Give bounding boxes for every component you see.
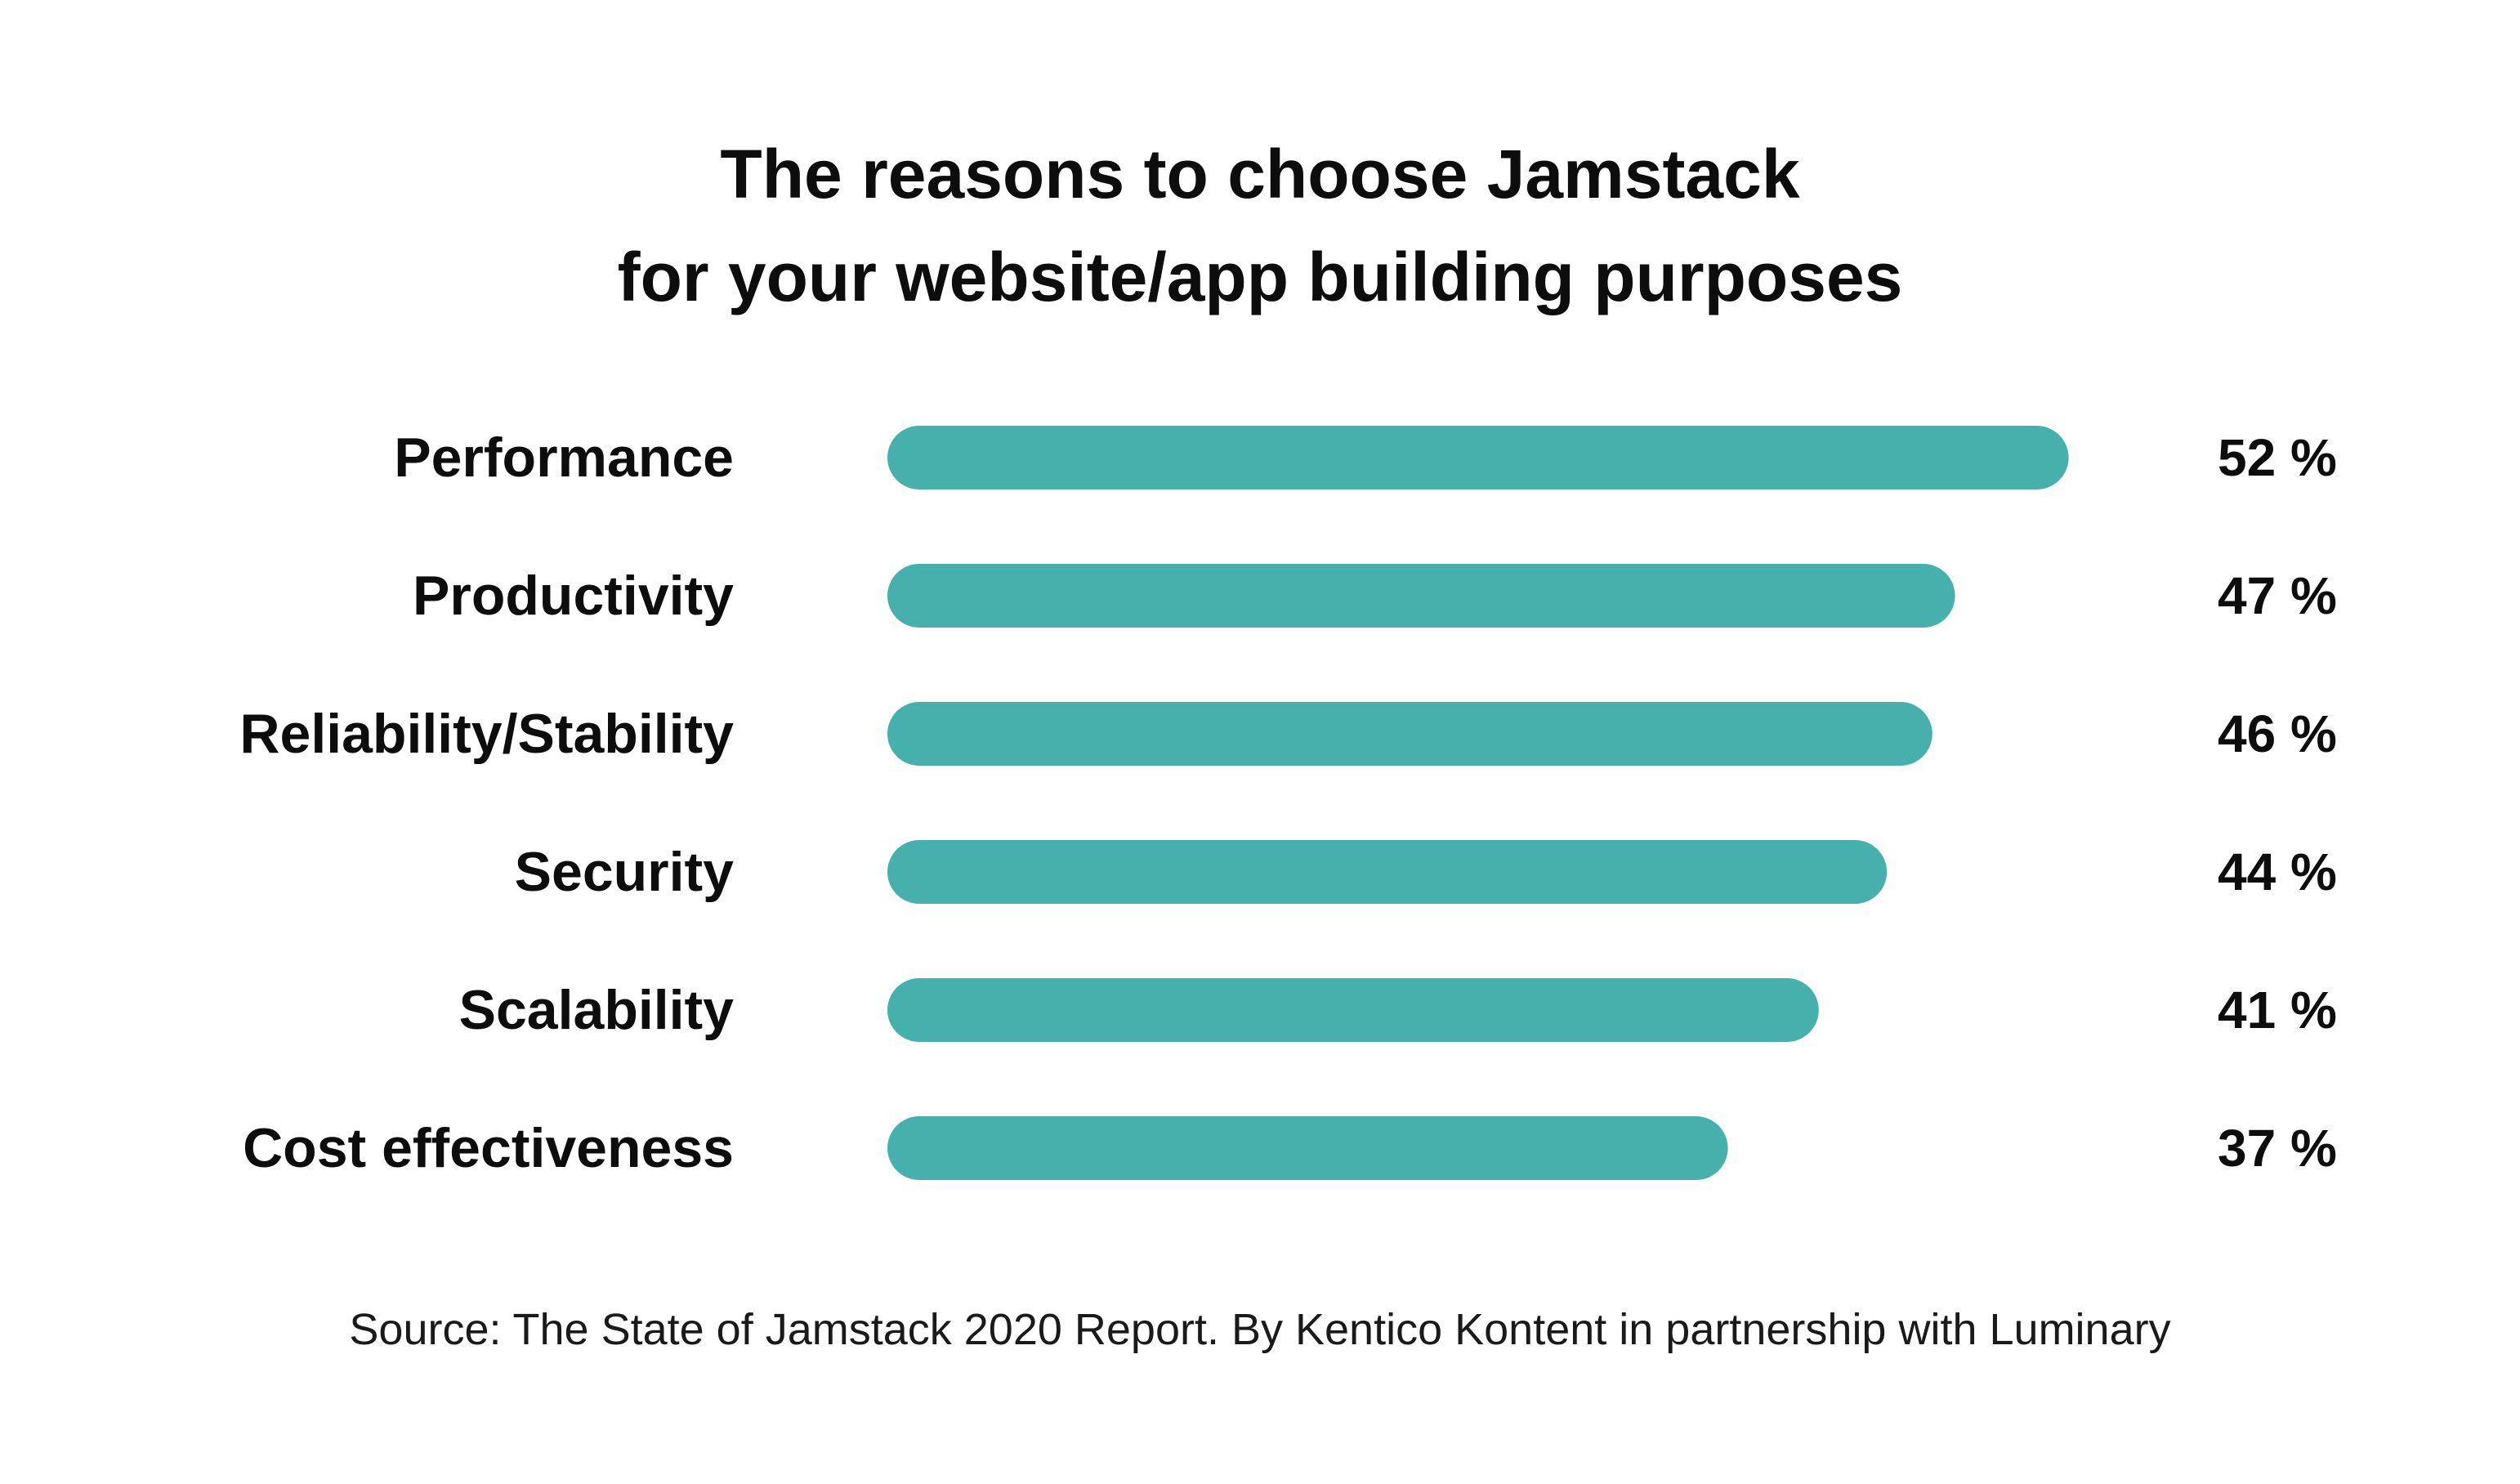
value-label: 44 % <box>2218 843 2337 901</box>
bar <box>887 840 1888 904</box>
bar-row: Cost effectiveness 37 % <box>243 1116 2337 1180</box>
chart-title-line-1: The reasons to choose Jamstack <box>720 136 1800 212</box>
bar-row: Reliability/Stability 46 % <box>239 702 2337 766</box>
chart-title-line-2: for your website/app building purposes <box>617 239 1903 315</box>
bar-row: Performance 52 % <box>394 426 2337 489</box>
category-label: Reliability/Stability <box>239 703 734 765</box>
value-label: 41 % <box>2218 981 2337 1039</box>
bar <box>887 426 2069 489</box>
bar <box>887 702 1932 766</box>
category-label: Security <box>515 841 735 903</box>
category-label: Cost effectiveness <box>243 1117 734 1179</box>
bar <box>887 1116 1728 1180</box>
bar-row: Security 44 % <box>515 840 2337 904</box>
bar <box>887 564 1955 628</box>
bar-row: Scalability 41 % <box>459 978 2337 1042</box>
value-label: 52 % <box>2218 428 2337 487</box>
value-label: 46 % <box>2218 704 2337 763</box>
category-label: Scalability <box>459 979 735 1041</box>
category-label: Productivity <box>413 565 734 627</box>
value-label: 37 % <box>2218 1119 2337 1178</box>
chart-title: The reasons to choose Jamstack for your … <box>0 123 2520 329</box>
value-label: 47 % <box>2218 566 2337 625</box>
bar <box>887 978 1819 1042</box>
bar-row: Productivity 47 % <box>413 564 2337 628</box>
source-note: Source: The State of Jamstack 2020 Repor… <box>349 1305 2171 1354</box>
category-label: Performance <box>394 427 734 489</box>
bars-layer: Performance 52 % Productivity 47 % Reliabili… <box>239 426 2337 1180</box>
